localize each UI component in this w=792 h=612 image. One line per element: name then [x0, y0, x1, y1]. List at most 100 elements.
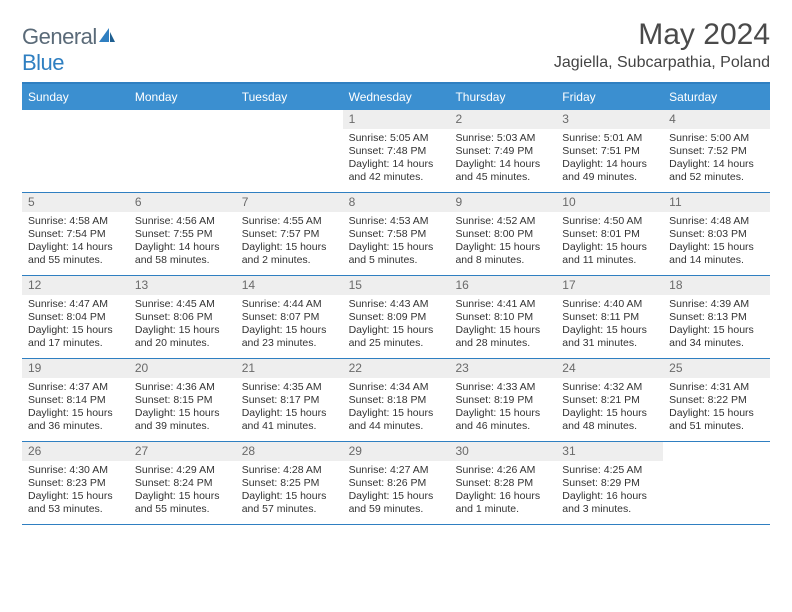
sunrise-line: Sunrise: 4:44 AM: [242, 298, 337, 311]
day-number: 18: [663, 276, 770, 295]
daylight-line: Daylight: 15 hours and 11 minutes.: [562, 241, 657, 267]
sunrise-line: Sunrise: 4:58 AM: [28, 215, 123, 228]
brand-general: General: [22, 24, 97, 49]
calendar-day: 30Sunrise: 4:26 AMSunset: 8:28 PMDayligh…: [449, 442, 556, 524]
day-number: 11: [663, 193, 770, 212]
sunset-line: Sunset: 8:17 PM: [242, 394, 337, 407]
day-number: 8: [343, 193, 450, 212]
calendar-day: [129, 110, 236, 192]
calendar-day: 22Sunrise: 4:34 AMSunset: 8:18 PMDayligh…: [343, 359, 450, 441]
day-header: Wednesday: [343, 84, 450, 110]
month-title: May 2024: [554, 18, 770, 52]
day-number: 16: [449, 276, 556, 295]
sunset-line: Sunset: 8:13 PM: [669, 311, 764, 324]
calendar-day: 24Sunrise: 4:32 AMSunset: 8:21 PMDayligh…: [556, 359, 663, 441]
day-number: 10: [556, 193, 663, 212]
sunrise-line: Sunrise: 4:41 AM: [455, 298, 550, 311]
sunset-line: Sunset: 8:19 PM: [455, 394, 550, 407]
daylight-line: Daylight: 15 hours and 17 minutes.: [28, 324, 123, 350]
day-number: 29: [343, 442, 450, 461]
day-number: 23: [449, 359, 556, 378]
day-number: 20: [129, 359, 236, 378]
sunset-line: Sunset: 7:54 PM: [28, 228, 123, 241]
daylight-line: Daylight: 15 hours and 44 minutes.: [349, 407, 444, 433]
sunset-line: Sunset: 7:52 PM: [669, 145, 764, 158]
sunset-line: Sunset: 8:24 PM: [135, 477, 230, 490]
sunrise-line: Sunrise: 4:37 AM: [28, 381, 123, 394]
calendar-day: [22, 110, 129, 192]
day-number: 6: [129, 193, 236, 212]
daylight-line: Daylight: 14 hours and 52 minutes.: [669, 158, 764, 184]
calendar-day: 17Sunrise: 4:40 AMSunset: 8:11 PMDayligh…: [556, 276, 663, 358]
daylight-line: Daylight: 16 hours and 1 minute.: [455, 490, 550, 516]
daylight-line: Daylight: 15 hours and 51 minutes.: [669, 407, 764, 433]
daylight-line: Daylight: 15 hours and 5 minutes.: [349, 241, 444, 267]
calendar: SundayMondayTuesdayWednesdayThursdayFrid…: [22, 82, 770, 525]
daylight-line: Daylight: 14 hours and 42 minutes.: [349, 158, 444, 184]
day-number: 25: [663, 359, 770, 378]
daylight-line: Daylight: 15 hours and 46 minutes.: [455, 407, 550, 433]
day-number: 24: [556, 359, 663, 378]
sunrise-line: Sunrise: 4:39 AM: [669, 298, 764, 311]
sail-icon: [97, 26, 117, 44]
sunset-line: Sunset: 8:18 PM: [349, 394, 444, 407]
sunset-line: Sunset: 8:14 PM: [28, 394, 123, 407]
sunset-line: Sunset: 7:57 PM: [242, 228, 337, 241]
sunset-line: Sunset: 8:22 PM: [669, 394, 764, 407]
sunset-line: Sunset: 8:01 PM: [562, 228, 657, 241]
calendar-day: 25Sunrise: 4:31 AMSunset: 8:22 PMDayligh…: [663, 359, 770, 441]
calendar-day: 29Sunrise: 4:27 AMSunset: 8:26 PMDayligh…: [343, 442, 450, 524]
calendar-day: 11Sunrise: 4:48 AMSunset: 8:03 PMDayligh…: [663, 193, 770, 275]
sunrise-line: Sunrise: 5:00 AM: [669, 132, 764, 145]
day-number: 30: [449, 442, 556, 461]
brand-logo: GeneralBlue: [22, 18, 117, 76]
daylight-line: Daylight: 15 hours and 20 minutes.: [135, 324, 230, 350]
day-number: 5: [22, 193, 129, 212]
sunset-line: Sunset: 8:11 PM: [562, 311, 657, 324]
sunrise-line: Sunrise: 4:43 AM: [349, 298, 444, 311]
sunset-line: Sunset: 8:28 PM: [455, 477, 550, 490]
calendar-day: 5 Sunrise: 4:58 AMSunset: 7:54 PMDaylight…: [22, 193, 129, 275]
sunrise-line: Sunrise: 4:45 AM: [135, 298, 230, 311]
location: Jagiella, Subcarpathia, Poland: [554, 54, 770, 72]
day-number: 7: [236, 193, 343, 212]
calendar-week: 5Sunrise: 4:58 AMSunset: 7:54 PMDaylight…: [22, 193, 770, 276]
calendar-weeks: 1Sunrise: 5:05 AMSunset: 7:48 PMDaylight…: [22, 110, 770, 525]
sunrise-line: Sunrise: 4:40 AM: [562, 298, 657, 311]
calendar-week: 19Sunrise: 4:37 AMSunset: 8:14 PMDayligh…: [22, 359, 770, 442]
calendar-day: 6Sunrise: 4:56 AMSunset: 7:55 PMDaylight…: [129, 193, 236, 275]
sunrise-line: Sunrise: 4:32 AM: [562, 381, 657, 394]
sunset-line: Sunset: 8:26 PM: [349, 477, 444, 490]
sunset-line: Sunset: 8:29 PM: [562, 477, 657, 490]
calendar-day: 26Sunrise: 4:30 AMSunset: 8:23 PMDayligh…: [22, 442, 129, 524]
calendar-day: 27Sunrise: 4:29 AMSunset: 8:24 PMDayligh…: [129, 442, 236, 524]
calendar-week: 12Sunrise: 4:47 AMSunset: 8:04 PMDayligh…: [22, 276, 770, 359]
calendar-day: 28Sunrise: 4:28 AMSunset: 8:25 PMDayligh…: [236, 442, 343, 524]
sunset-line: Sunset: 8:25 PM: [242, 477, 337, 490]
calendar-week: 1Sunrise: 5:05 AMSunset: 7:48 PMDaylight…: [22, 110, 770, 193]
daylight-line: Daylight: 15 hours and 48 minutes.: [562, 407, 657, 433]
sunrise-line: Sunrise: 4:33 AM: [455, 381, 550, 394]
sunrise-line: Sunrise: 4:47 AM: [28, 298, 123, 311]
day-number: 27: [129, 442, 236, 461]
calendar-day: 20Sunrise: 4:36 AMSunset: 8:15 PMDayligh…: [129, 359, 236, 441]
calendar-day: 12 Sunrise: 4:47 AMSunset: 8:04 PMDayligh…: [22, 276, 129, 358]
calendar-day: [663, 442, 770, 524]
daylight-line: Daylight: 14 hours and 55 minutes.: [28, 241, 123, 267]
day-number: 21: [236, 359, 343, 378]
sunrise-line: Sunrise: 4:30 AM: [28, 464, 123, 477]
calendar-day: 9Sunrise: 4:52 AMSunset: 8:00 PMDaylight…: [449, 193, 556, 275]
sunrise-line: Sunrise: 4:56 AM: [135, 215, 230, 228]
calendar-day: 31Sunrise: 4:25 AMSunset: 8:29 PMDayligh…: [556, 442, 663, 524]
day-number: 12: [22, 276, 129, 295]
day-number: 14: [236, 276, 343, 295]
day-number: 15: [343, 276, 450, 295]
daylight-line: Daylight: 15 hours and 2 minutes.: [242, 241, 337, 267]
day-header: Monday: [129, 84, 236, 110]
daylight-line: Daylight: 15 hours and 36 minutes.: [28, 407, 123, 433]
sunset-line: Sunset: 8:04 PM: [28, 311, 123, 324]
sunset-line: Sunset: 7:51 PM: [562, 145, 657, 158]
daylight-line: Daylight: 15 hours and 28 minutes.: [455, 324, 550, 350]
calendar-day: 18Sunrise: 4:39 AMSunset: 8:13 PMDayligh…: [663, 276, 770, 358]
sunrise-line: Sunrise: 4:48 AM: [669, 215, 764, 228]
